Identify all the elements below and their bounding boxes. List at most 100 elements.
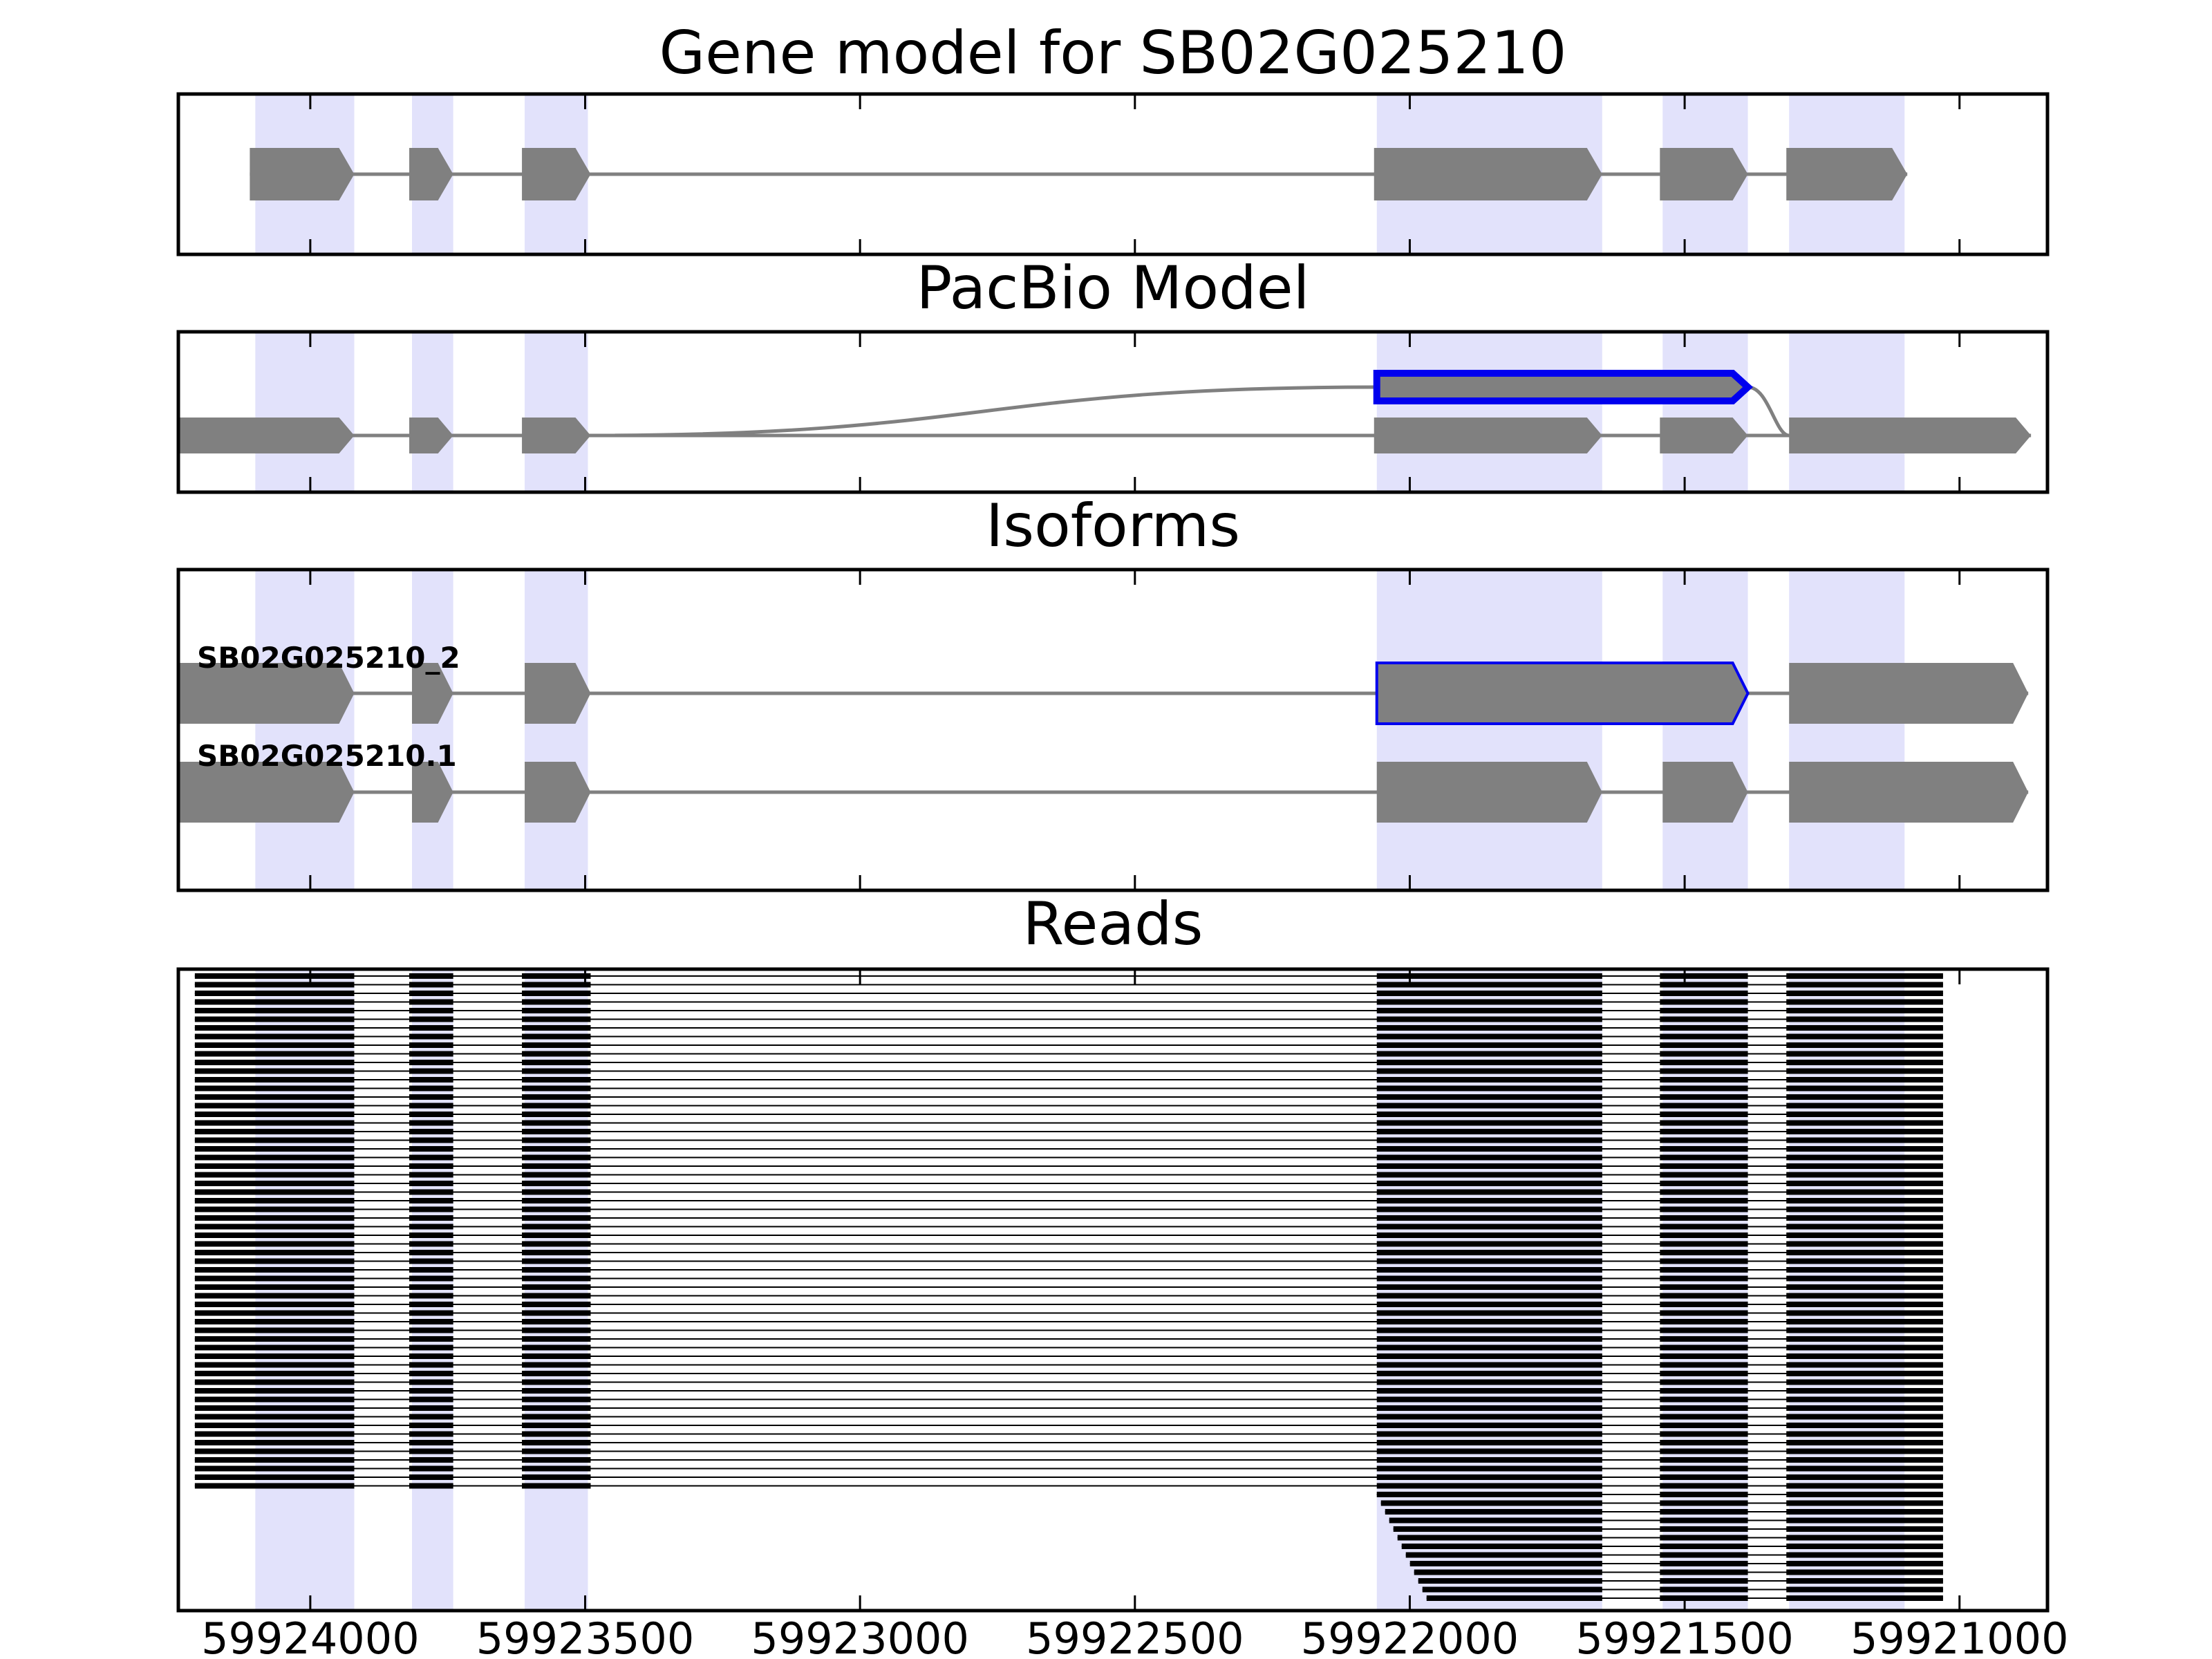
isoform-1-exon <box>525 663 591 724</box>
read-block <box>1786 1544 1943 1549</box>
read-block <box>522 1457 591 1463</box>
read-block <box>194 973 355 979</box>
read-block <box>409 1284 453 1290</box>
read-block <box>1376 1483 1602 1489</box>
read-block <box>1660 1275 1748 1282</box>
read-block <box>194 1060 355 1065</box>
read-block <box>194 1163 355 1169</box>
read-block <box>1660 1440 1748 1445</box>
read-block <box>1660 973 1748 979</box>
isoform-1-exon <box>1789 663 2029 724</box>
read-block <box>1376 1310 1602 1316</box>
read-block <box>194 1215 355 1221</box>
read-block <box>1380 1500 1602 1506</box>
read-block <box>522 1172 591 1178</box>
read-block <box>1786 1068 1943 1074</box>
read-block <box>522 1371 591 1376</box>
read-block <box>409 1068 453 1074</box>
read-block <box>1786 1405 1943 1411</box>
read-block <box>194 1302 355 1307</box>
read-block <box>1660 1336 1748 1342</box>
read-block <box>522 1258 591 1264</box>
highlight-region <box>255 570 355 890</box>
read-block <box>522 1250 591 1255</box>
read-block <box>1376 1344 1602 1351</box>
read-block <box>194 999 355 1005</box>
read-block <box>1660 1008 1748 1013</box>
read-block <box>1376 1112 1602 1117</box>
read-block <box>1786 1379 1943 1385</box>
read-block <box>409 1344 453 1351</box>
read-block <box>1376 1154 1602 1161</box>
read-block <box>409 1112 453 1117</box>
read-block <box>1660 1396 1748 1403</box>
read-block <box>1660 1595 1748 1601</box>
read-block <box>1660 1077 1748 1082</box>
read-block <box>409 1431 453 1437</box>
read-block <box>1786 1517 1943 1524</box>
read-block <box>522 1465 591 1472</box>
read-block <box>1786 1569 1943 1575</box>
read-block <box>1376 1293 1602 1299</box>
read-block <box>194 1172 355 1178</box>
read-block <box>1376 1465 1602 1472</box>
read-block <box>522 1016 591 1022</box>
read-block <box>1786 1129 1943 1134</box>
isoform-2-exon <box>412 762 453 823</box>
read-block <box>409 1336 453 1342</box>
read-block <box>409 1353 453 1359</box>
read-block <box>1376 1016 1602 1022</box>
read-block <box>1660 1146 1748 1152</box>
read-block <box>1409 1561 1602 1566</box>
highlight-region <box>525 570 588 890</box>
read-block <box>194 1016 355 1022</box>
read-block <box>409 1250 453 1255</box>
pacbio-connector <box>1747 385 1790 438</box>
read-block <box>409 1129 453 1134</box>
read-block <box>1786 1042 1943 1048</box>
read-block <box>409 1396 453 1403</box>
read-block <box>1660 1423 1748 1428</box>
highlight-region <box>1789 570 1905 890</box>
reads-title: Reads <box>1023 890 1203 959</box>
read-block <box>1376 1025 1602 1031</box>
read-block <box>1414 1569 1602 1575</box>
read-block <box>194 1146 355 1152</box>
read-block <box>409 1293 453 1299</box>
read-block <box>409 1060 453 1065</box>
read-block <box>522 1154 591 1161</box>
x-tick-label: 59923000 <box>751 1613 969 1659</box>
read-block <box>194 1224 355 1230</box>
read-block <box>1376 1051 1602 1057</box>
read-block <box>1660 1344 1748 1351</box>
read-block <box>1786 1483 1943 1489</box>
read-block <box>1376 1423 1602 1428</box>
read-block <box>409 1371 453 1376</box>
read-block <box>194 1068 355 1074</box>
read-block <box>522 1033 591 1040</box>
read-block <box>522 999 591 1005</box>
read-block <box>522 1008 591 1013</box>
read-block <box>1786 1033 1943 1040</box>
isoform-2-exon <box>1789 762 2029 823</box>
read-block <box>1376 1224 1602 1230</box>
pacbio-base-exon <box>178 418 355 453</box>
read-block <box>1660 991 1748 996</box>
read-block <box>1376 1431 1602 1437</box>
read-block <box>409 1215 453 1221</box>
read-block <box>194 1483 355 1489</box>
gene-model-panel <box>176 92 2050 256</box>
read-block <box>409 1483 453 1489</box>
read-block <box>522 1431 591 1437</box>
read-block <box>409 1146 453 1152</box>
pacbio-base-exon <box>409 418 453 453</box>
read-block <box>522 1129 591 1134</box>
read-block <box>1786 1232 1943 1238</box>
x-tick-label: 59923500 <box>476 1613 695 1659</box>
gene-model-title: Gene model for SB02G025210 <box>659 19 1567 88</box>
read-block <box>1786 1293 1943 1299</box>
read-block <box>1376 1405 1602 1411</box>
read-block <box>522 1379 591 1385</box>
read-block <box>409 1154 453 1161</box>
